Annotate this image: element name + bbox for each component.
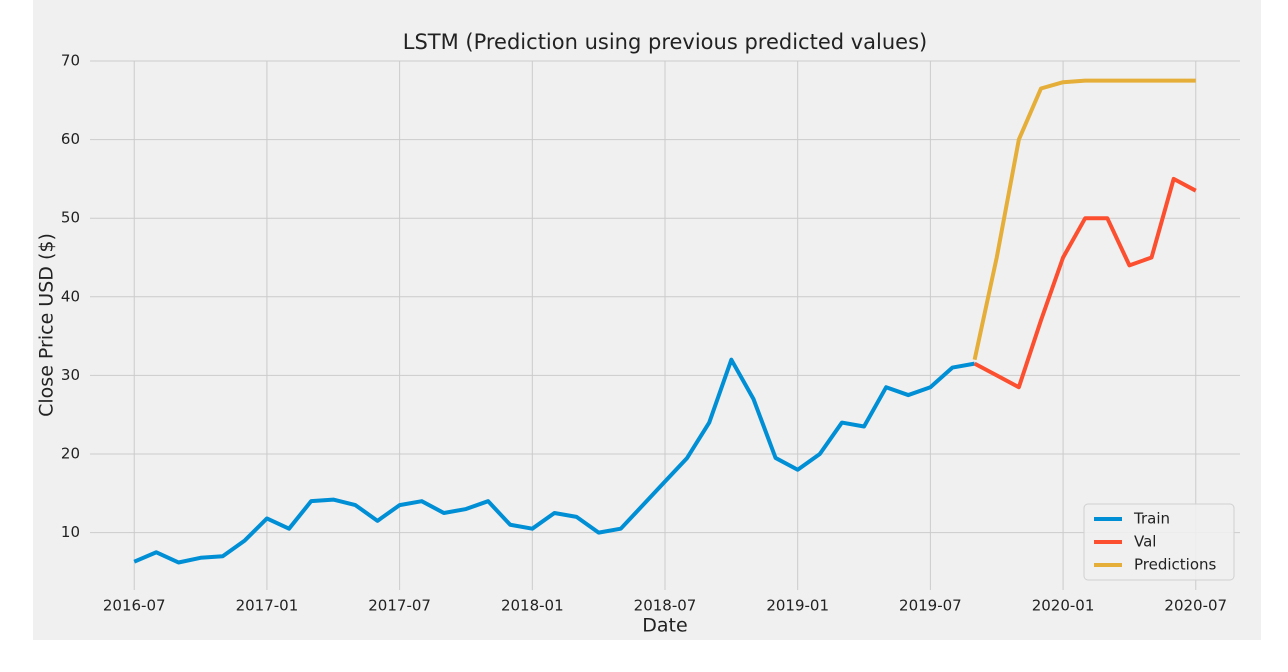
line-series <box>972 78 1196 361</box>
figure-background <box>33 0 1261 640</box>
x-axis-label: Date <box>642 615 687 637</box>
x-tick-label: 2019-01 <box>766 597 829 615</box>
y-tick-label: 20 <box>61 445 80 463</box>
x-tick-label: 2016-07 <box>103 597 166 615</box>
line-series <box>973 176 1197 390</box>
x-tick-label: 2018-01 <box>501 597 564 615</box>
y-tick-label: 50 <box>61 209 80 227</box>
y-tick-label: 40 <box>61 287 80 305</box>
legend-label: Train <box>1133 510 1170 528</box>
x-tick-label: 2019-07 <box>899 597 962 615</box>
chart-title: LSTM (Prediction using previous predicte… <box>403 30 928 54</box>
legend-box <box>1083 503 1235 581</box>
y-tick-label: 30 <box>61 366 80 384</box>
x-tick-label: 2020-07 <box>1164 597 1227 615</box>
x-tick-label: 2020-01 <box>1032 597 1095 615</box>
x-tick-label: 2017-01 <box>236 597 299 615</box>
line-series <box>133 357 975 565</box>
legend-label: Val <box>1134 533 1156 551</box>
legend: Train Val Predictions <box>1083 503 1235 581</box>
y-tick-label: 60 <box>61 130 80 148</box>
y-tick-label: 70 <box>61 52 80 70</box>
y-axis-label: Close Price USD ($) <box>36 233 58 417</box>
legend-label: Predictions <box>1134 556 1217 574</box>
x-tick-label: 2018-07 <box>634 597 697 615</box>
x-tick-label: 2017-07 <box>368 597 431 615</box>
y-tick-label: 10 <box>61 523 80 541</box>
